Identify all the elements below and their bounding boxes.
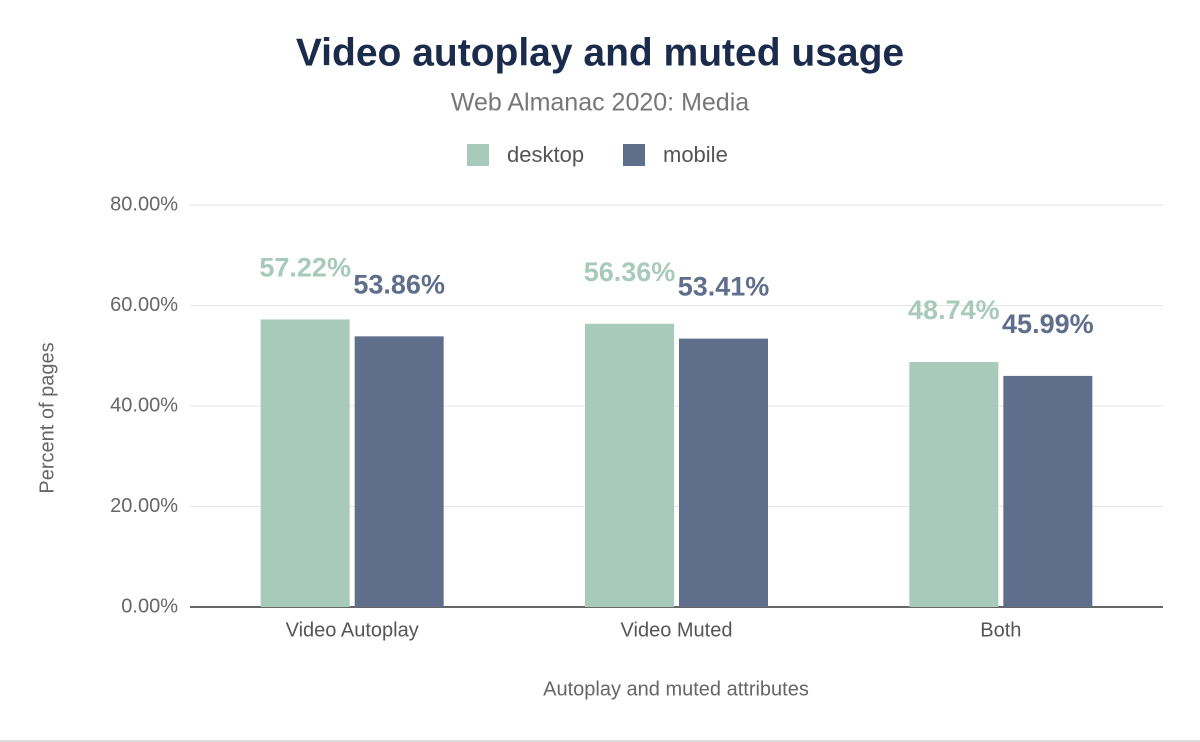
legend-swatch [623, 144, 645, 166]
x-tick-label: Video Muted [621, 619, 733, 641]
chart-subtitle: Web Almanac 2020: Media [451, 89, 749, 117]
value-label: 53.86% [353, 269, 445, 299]
y-tick-label: 80.00% [110, 193, 178, 215]
x-tick-label: Video Autoplay [286, 619, 419, 641]
bar [260, 319, 350, 607]
x-tick-label: Both [980, 619, 1021, 641]
y-tick-label: 60.00% [110, 294, 178, 316]
value-label: 53.41% [678, 272, 770, 302]
chart-title: Video autoplay and muted usage [296, 31, 904, 74]
y-tick-label: 0.00% [121, 595, 178, 617]
bar [679, 338, 768, 607]
bar [909, 362, 999, 607]
y-tick-label: 40.00% [110, 394, 178, 416]
bar [585, 323, 674, 607]
value-label: 56.36% [584, 257, 676, 287]
bar [1003, 375, 1093, 607]
legend-label: mobile [663, 142, 728, 167]
y-axis-title: Percent of pages [36, 342, 58, 493]
y-tick-label: 20.00% [110, 495, 178, 517]
bar [354, 336, 444, 607]
value-label: 48.74% [908, 295, 1000, 325]
value-label: 57.22% [259, 253, 351, 283]
legend-swatch [467, 144, 489, 166]
legend-label: desktop [507, 142, 584, 167]
x-axis-title: Autoplay and muted attributes [543, 678, 809, 700]
value-label: 45.99% [1002, 309, 1094, 339]
